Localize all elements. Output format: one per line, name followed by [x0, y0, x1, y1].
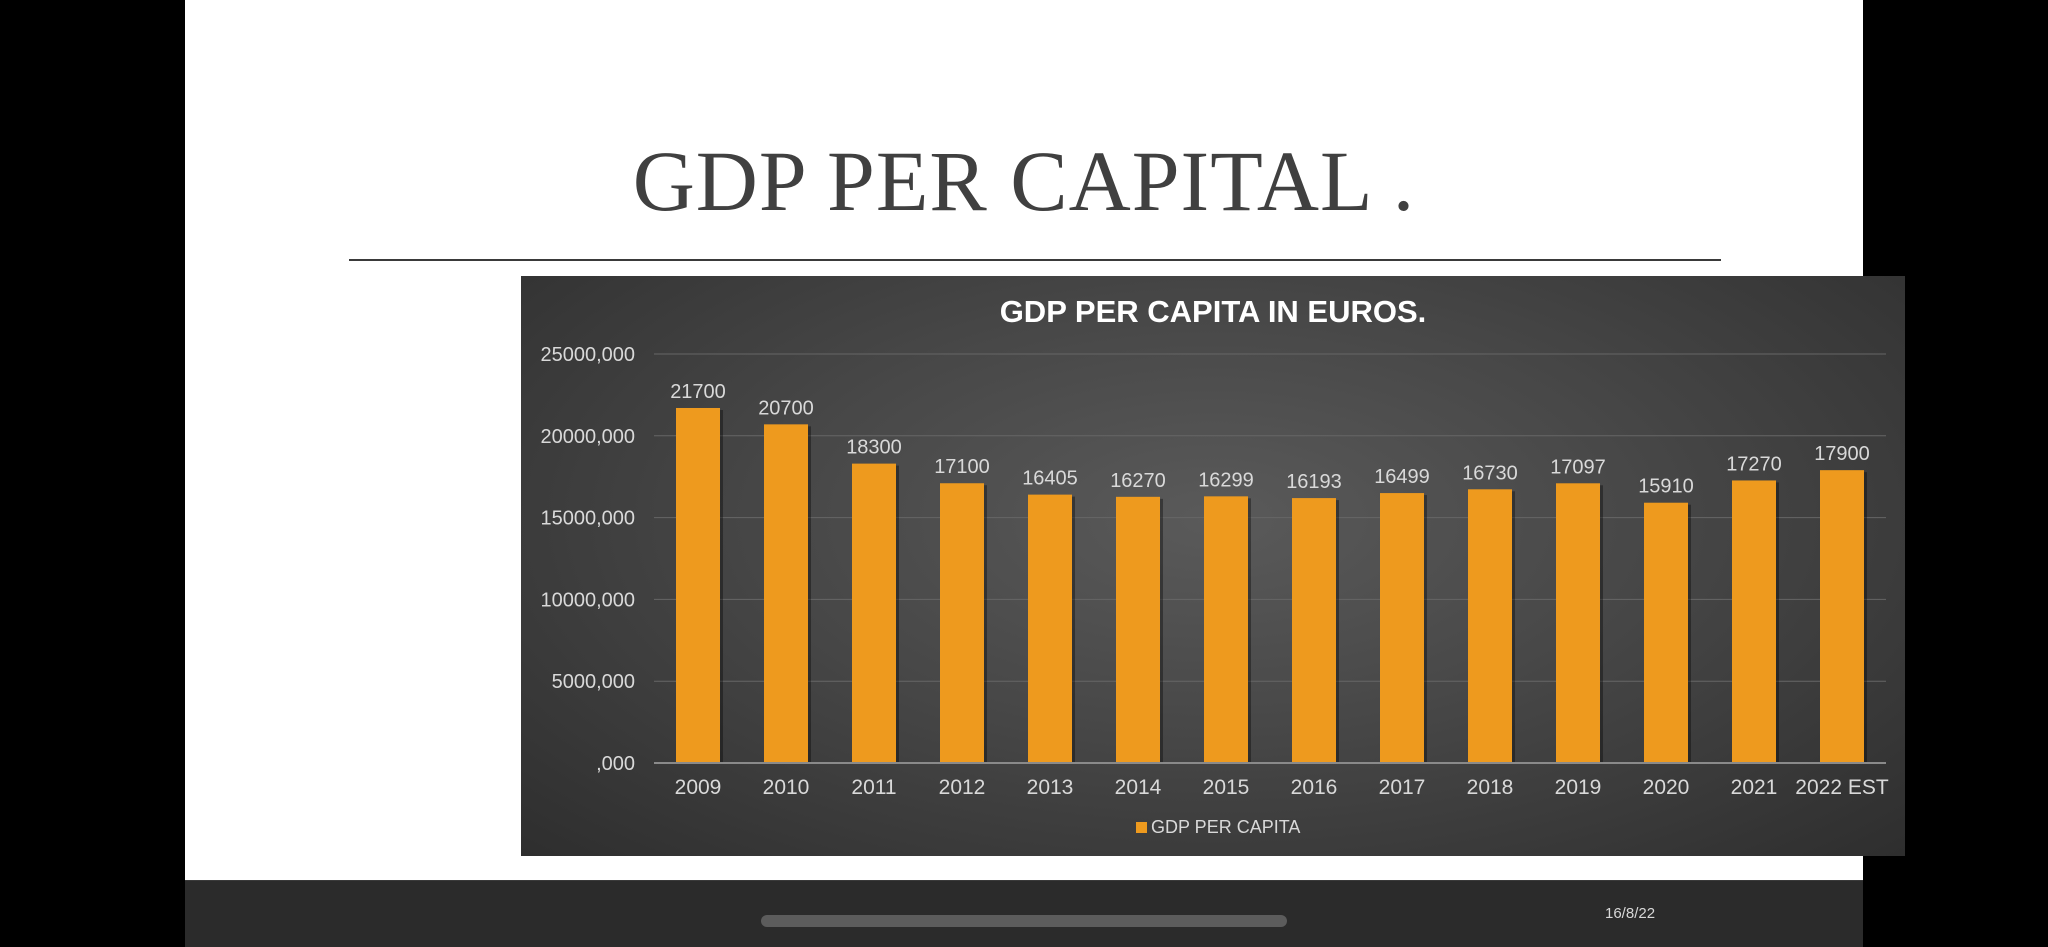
bar [764, 424, 808, 763]
bar [1820, 470, 1864, 763]
x-tick-label: 2011 [851, 776, 896, 799]
legend-swatch [1136, 822, 1147, 833]
data-label: 17270 [1726, 453, 1782, 475]
y-tick-label: 25000,000 [540, 344, 635, 366]
x-tick-label: 2022 EST [1795, 776, 1889, 799]
bar [676, 407, 720, 763]
data-label: 16730 [1462, 462, 1518, 484]
y-tick-label: 5000,000 [552, 671, 635, 693]
data-label: 20700 [758, 397, 814, 419]
y-tick-label: ,000 [596, 753, 635, 775]
x-tick-label: 2010 [763, 776, 810, 799]
bar [1468, 489, 1512, 763]
data-label: 16499 [1374, 466, 1430, 488]
bar [1028, 494, 1072, 763]
legend-label: GDP PER CAPITA [1151, 817, 1300, 837]
slide: GDP PER CAPITAL . GDP PER CAPITA IN EURO… [185, 0, 1905, 880]
horizontal-scrollbar[interactable] [761, 915, 1287, 927]
data-label: 16405 [1022, 468, 1078, 490]
data-label: 17100 [934, 456, 990, 478]
x-tick-label: 2021 [1731, 776, 1778, 799]
title-divider [349, 259, 1721, 261]
x-tick-label: 2016 [1291, 776, 1338, 799]
data-label: 18300 [846, 437, 902, 459]
chart-title: GDP PER CAPITA IN EUROS. [1000, 294, 1427, 329]
chart-container: GDP PER CAPITA IN EUROS. ,000 5000,000 1000… [521, 276, 1905, 856]
bottom-toolbar: 16/8/22 [185, 880, 1863, 947]
bar [1732, 480, 1776, 763]
slide-title: GDP PER CAPITAL . [632, 133, 1416, 229]
data-label: 16193 [1286, 471, 1342, 493]
y-tick-label: 15000,000 [540, 508, 635, 530]
bar [1292, 498, 1336, 763]
bar [1644, 502, 1688, 763]
bar [940, 483, 984, 763]
x-tick-label: 2012 [939, 776, 986, 799]
bar [1116, 496, 1160, 763]
bar [852, 463, 896, 763]
data-label: 16299 [1198, 469, 1254, 491]
data-label: 17097 [1550, 456, 1606, 478]
x-tick-label: 2015 [1203, 776, 1250, 799]
data-label: 15910 [1638, 476, 1694, 498]
x-tick-label: 2014 [1115, 776, 1162, 799]
x-tick-label: 2009 [675, 776, 722, 799]
data-label: 16270 [1110, 470, 1166, 492]
x-tick-label: 2013 [1027, 776, 1074, 799]
slide-date: 16/8/22 [1605, 905, 1656, 922]
x-tick-label: 2019 [1555, 776, 1602, 799]
bar [1380, 493, 1424, 763]
x-tick-label: 2017 [1379, 776, 1426, 799]
x-tick-label: 2020 [1643, 776, 1690, 799]
y-tick-label: 10000,000 [540, 589, 635, 611]
x-tick-label: 2018 [1467, 776, 1514, 799]
bar [1556, 483, 1600, 763]
y-tick-label: 20000,000 [540, 426, 635, 448]
gdp-bar-chart: GDP PER CAPITA IN EUROS. ,000 5000,000 1000… [540, 294, 1889, 837]
bar [1204, 496, 1248, 763]
data-label: 17900 [1814, 443, 1870, 465]
data-label: 21700 [670, 381, 726, 403]
